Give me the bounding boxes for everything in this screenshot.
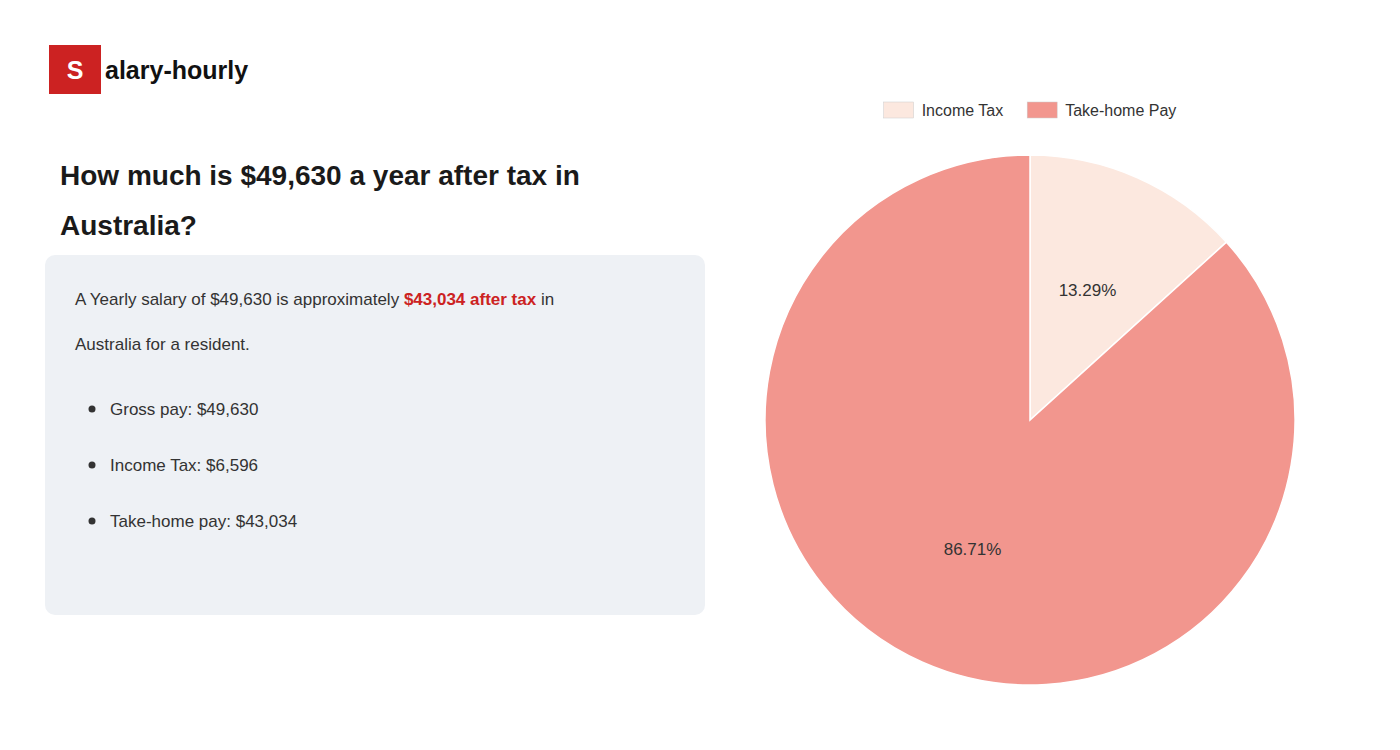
legend-label: Take-home Pay (1065, 102, 1176, 119)
legend-item: Take-home Pay (1027, 102, 1176, 119)
info-text: A Yearly salary of $49,630 is approximat… (75, 290, 404, 309)
bullet-text: Take-home pay: $43,034 (110, 512, 297, 531)
info-text: A Yearly salary of $49,630 is approximat… (75, 290, 554, 309)
legend-swatch (1027, 102, 1057, 118)
bullet-text: Income Tax: $6,596 (110, 456, 258, 475)
info-text: in (536, 290, 554, 309)
chart: Salary-hourly How much is $49,630 a year … (0, 0, 1400, 750)
legend: Income Tax Take-home Pay (884, 102, 1177, 119)
data-label: 13.29% (1059, 281, 1117, 300)
info-box (45, 255, 705, 615)
title: Australia? (60, 210, 197, 241)
pie-slice (765, 155, 1295, 685)
pie: 13.29% 86.71% (765, 155, 1295, 685)
legend-item: Income Tax (884, 102, 1004, 119)
bullet-text: Gross pay: $49,630 (110, 400, 258, 419)
legend-label: Income Tax (922, 102, 1004, 119)
bullet-dot (89, 462, 96, 469)
logo-text: alary-hourly (105, 56, 248, 84)
info-highlight: $43,034 after tax (404, 290, 537, 309)
logo-initial: S (67, 56, 84, 84)
bullet-dot (89, 406, 96, 413)
info-text: Australia for a resident. (75, 335, 250, 354)
data-label: 86.71% (944, 540, 1002, 559)
title: How much is $49,630 a year after tax in (60, 160, 580, 191)
bullet-dot (89, 518, 96, 525)
text-panel: Salary-hourly How much is $49,630 a year … (45, 45, 705, 615)
logo-box (49, 45, 101, 94)
legend-swatch (884, 102, 914, 118)
